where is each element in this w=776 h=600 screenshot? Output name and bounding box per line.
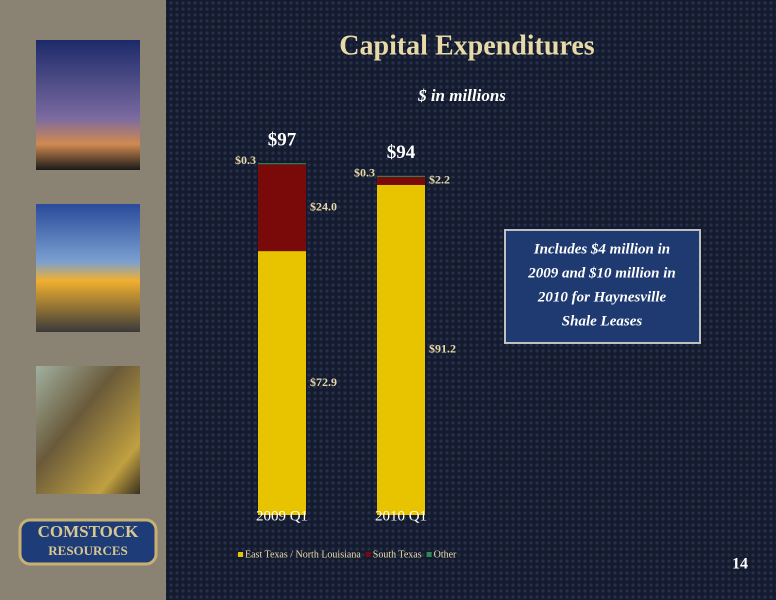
note-box — [504, 229, 701, 344]
legend-label: South Texas — [373, 549, 422, 560]
legend-swatch — [365, 552, 371, 557]
logo-box — [18, 518, 158, 566]
data-label: $91.2 — [429, 342, 456, 356]
note-text: Shale Leases — [562, 313, 643, 329]
bar-segment — [377, 176, 425, 185]
logo-text: RESOURCES — [48, 543, 127, 558]
note: Includes $4 million in 2009 and $10 milli… — [527, 241, 676, 329]
data-label: $24.0 — [310, 199, 337, 213]
legend-label: East Texas / North Louisiana — [245, 549, 361, 560]
note-text: Includes $4 million in — [533, 241, 670, 257]
legend-swatch — [238, 552, 243, 557]
total-label: $94 — [387, 142, 416, 163]
legend-label: Other — [434, 549, 457, 560]
photo — [36, 40, 140, 170]
data-label: $0.3 — [354, 166, 375, 180]
photo — [36, 366, 140, 494]
chart-subtitle: $ in millions — [417, 86, 506, 105]
page-number: 14 — [732, 556, 748, 573]
total-label: $97 — [268, 129, 297, 150]
note-text: 2009 and $10 million in — [527, 265, 676, 281]
chart: $72.9 $24.0 $0.3 $97 2009 Q1 $91.2 $2.2 $0.3 $94… — [235, 129, 457, 560]
bar-segment — [258, 163, 306, 165]
legend-swatch — [426, 552, 432, 557]
data-label: $2.2 — [429, 173, 450, 187]
chart-title: Capital Expenditures — [339, 30, 595, 61]
photo — [36, 204, 140, 332]
logo-text: COMSTOCK — [38, 522, 140, 541]
data-label: $0.3 — [235, 153, 256, 167]
x-tick-label: 2009 Q1 — [256, 508, 308, 524]
bar-segment — [377, 184, 425, 515]
note-text: 2010 for Haynesville — [537, 289, 667, 305]
x-tick-label: 2010 Q1 — [375, 508, 427, 524]
bar-segment — [258, 164, 306, 252]
data-label: $72.9 — [310, 375, 337, 389]
bar-segment — [377, 175, 425, 177]
bar-segment — [258, 251, 306, 516]
